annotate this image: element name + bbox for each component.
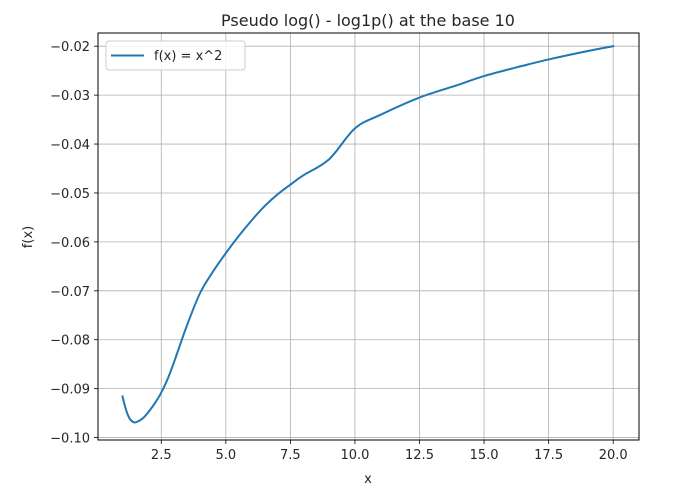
y-tick-label: −0.07 bbox=[50, 285, 90, 300]
y-tick-label: −0.02 bbox=[50, 40, 90, 55]
x-tick-label: 10.0 bbox=[340, 448, 369, 463]
x-axis-ticks: 2.5 5.0 7.5 10.0 12.5 15.0 17.5 20.0 bbox=[151, 440, 628, 463]
axes-frame bbox=[97, 32, 640, 441]
x-tick-label: 7.5 bbox=[280, 448, 301, 463]
y-tick-label: −0.05 bbox=[50, 187, 90, 202]
y-tick-label: −0.03 bbox=[50, 89, 90, 104]
y-tick-label: −0.10 bbox=[50, 432, 90, 447]
grid-lines bbox=[98, 33, 639, 440]
y-axis-label: f(x) bbox=[21, 226, 36, 248]
chart-title: Pseudo log() - log1p() at the base 10 bbox=[221, 11, 515, 30]
x-tick-label: 15.0 bbox=[470, 448, 499, 463]
x-tick-label: 12.5 bbox=[405, 448, 434, 463]
x-tick-label: 20.0 bbox=[599, 448, 628, 463]
y-tick-label: −0.04 bbox=[50, 138, 90, 153]
legend-box bbox=[105, 40, 246, 71]
series-line bbox=[121, 45, 615, 424]
x-tick-label: 17.5 bbox=[534, 448, 563, 463]
x-tick-label: 2.5 bbox=[151, 448, 172, 463]
y-tick-label: −0.08 bbox=[50, 334, 90, 349]
y-axis-ticks: −0.02 −0.03 −0.04 −0.05 −0.06 −0.07 −0.08 −0.09… bbox=[50, 40, 98, 447]
y-tick-label: −0.06 bbox=[50, 236, 90, 251]
legend-label: f(x) = x^2 bbox=[154, 49, 222, 64]
x-tick-label: 5.0 bbox=[215, 448, 236, 463]
data-series bbox=[121, 45, 615, 424]
y-tick-label: −0.09 bbox=[50, 383, 90, 398]
x-axis-label: x bbox=[364, 472, 372, 487]
legend: f(x) = x^2 bbox=[105, 40, 246, 71]
